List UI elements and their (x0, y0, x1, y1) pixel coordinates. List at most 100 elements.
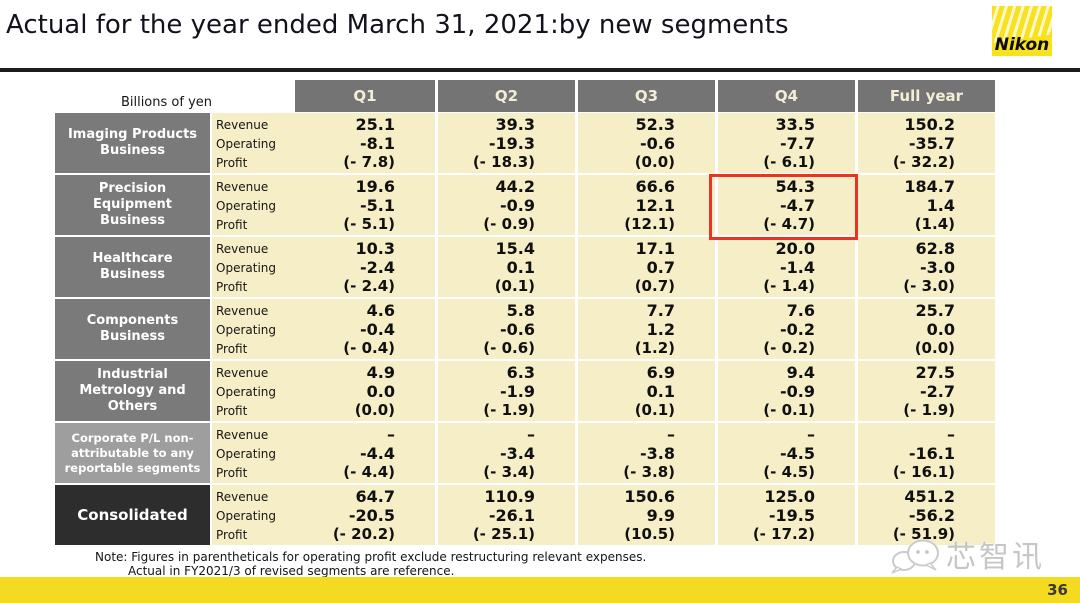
profit-label: Profit (216, 404, 248, 418)
operating-profit-value: 12.1 (635, 196, 675, 215)
operating-profit-value: -1.9 (500, 382, 535, 401)
profit-label: Profit (216, 156, 248, 170)
cell-values: 451.2 -56.2 (- 51.9) (858, 485, 995, 545)
operating-profit-value: -4.4 (360, 444, 395, 463)
operating-profit-paren-value: (- 20.2) (332, 525, 395, 543)
operating-profit-value: -7.7 (780, 134, 815, 153)
revenue-value: 25.1 (355, 115, 395, 134)
revenue-label: Revenue (216, 180, 269, 194)
operating-label: Operating (216, 199, 276, 213)
operating-profit-value: 0.1 (506, 258, 535, 277)
revenue-value: 4.9 (366, 363, 395, 382)
operating-profit-paren-value: (1.2) (634, 339, 675, 357)
footer-bar: 36 (0, 577, 1080, 603)
operating-profit-paren-value: (- 0.2) (763, 339, 815, 357)
data-cell: Revenue Operating Profit – -4.4 (- 4.4) (212, 423, 435, 483)
cell-values: 150.2 -35.7 (- 32.2) (858, 113, 995, 173)
operating-profit-paren-value: (- 25.1) (472, 525, 535, 543)
operating-profit-value: -19.5 (768, 506, 815, 525)
cell-values: 4.6 -0.4 (- 0.4) (296, 299, 435, 359)
operating-profit-value: -16.1 (908, 444, 955, 463)
operating-profit-value: -5.1 (360, 196, 395, 215)
cell-values: 17.1 0.7 (0.7) (578, 237, 715, 297)
data-cell: 125.0 -19.5 (- 17.2) (718, 485, 855, 545)
metric-labels: Revenue Operating Profit (212, 113, 296, 173)
operating-profit-paren-value: (- 1.9) (903, 401, 955, 419)
operating-profit-paren-value: (- 0.1) (763, 401, 815, 419)
data-cell: 44.2 -0.9 (- 0.9) (438, 175, 575, 235)
revenue-value: 9.4 (786, 363, 815, 382)
header-spacer (212, 80, 295, 112)
title-divider (0, 68, 1080, 72)
revenue-value: 451.2 (904, 487, 955, 506)
segments-table: Billions of yen Q1 Q2 Q3 Q4 Full year Im… (55, 80, 995, 547)
cell-values: 7.7 1.2 (1.2) (578, 299, 715, 359)
operating-profit-paren-value: (0.1) (494, 277, 535, 295)
data-cell: 451.2 -56.2 (- 51.9) (858, 485, 995, 545)
cell-values: – -3.8 (- 3.8) (578, 423, 715, 483)
operating-profit-value: 1.2 (646, 320, 675, 339)
operating-profit-paren-value: (- 1.4) (763, 277, 815, 295)
revenue-value: 25.7 (915, 301, 955, 320)
operating-profit-value: -3.0 (920, 258, 955, 277)
cell-values: 20.0 -1.4 (- 1.4) (718, 237, 855, 297)
revenue-value: 10.3 (355, 239, 395, 258)
cell-values: 15.4 0.1 (0.1) (438, 237, 575, 297)
revenue-value: 110.9 (484, 487, 535, 506)
revenue-value: 33.5 (775, 115, 815, 134)
metric-labels: Revenue Operating Profit (212, 485, 296, 545)
operating-profit-value: 1.4 (926, 196, 955, 215)
operating-profit-paren-value: (- 7.8) (343, 153, 395, 171)
revenue-value: 64.7 (355, 487, 395, 506)
revenue-value: – (807, 425, 815, 444)
column-header-q2: Q2 (438, 80, 575, 112)
operating-profit-paren-value: (- 17.2) (752, 525, 815, 543)
revenue-value: 62.8 (915, 239, 955, 258)
revenue-value: 39.3 (495, 115, 535, 134)
segment-row: Industrial Metrology and Others Revenue … (55, 361, 995, 421)
cell-values: 150.6 9.9 (10.5) (578, 485, 715, 545)
cell-values: 64.7 -20.5 (- 20.2) (296, 485, 435, 545)
data-cell: 17.1 0.7 (0.7) (578, 237, 715, 297)
data-cell: Revenue Operating Profit 25.1 -8.1 (- 7.… (212, 113, 435, 173)
data-cell: Revenue Operating Profit 4.6 -0.4 (- 0.4… (212, 299, 435, 359)
cell-values: 33.5 -7.7 (- 6.1) (718, 113, 855, 173)
data-cell: Revenue Operating Profit 19.6 -5.1 (- 5.… (212, 175, 435, 235)
operating-profit-value: -8.1 (360, 134, 395, 153)
highlight-box (709, 174, 858, 240)
operating-profit-value: 0.1 (646, 382, 675, 401)
data-cell: 62.8 -3.0 (- 3.0) (858, 237, 995, 297)
revenue-value: 7.6 (786, 301, 815, 320)
cell-values: 25.7 0.0 (0.0) (858, 299, 995, 359)
revenue-value: 7.7 (646, 301, 675, 320)
segment-label: Components Business (55, 299, 210, 359)
operating-profit-value: -2.7 (920, 382, 955, 401)
operating-profit-paren-value: (0.1) (634, 401, 675, 419)
operating-profit-paren-value: (12.1) (624, 215, 675, 233)
data-cell: 6.3 -1.9 (- 1.9) (438, 361, 575, 421)
cell-values: 6.3 -1.9 (- 1.9) (438, 361, 575, 421)
revenue-value: 15.4 (495, 239, 535, 258)
operating-profit-value: -0.6 (640, 134, 675, 153)
revenue-label: Revenue (216, 242, 269, 256)
cell-values: 6.9 0.1 (0.1) (578, 361, 715, 421)
unit-label: Billions of yen (120, 95, 212, 110)
revenue-value: 19.6 (355, 177, 395, 196)
operating-profit-paren-value: (- 0.6) (483, 339, 535, 357)
operating-profit-value: -35.7 (908, 134, 955, 153)
revenue-label: Revenue (216, 366, 269, 380)
operating-profit-value: -56.2 (908, 506, 955, 525)
operating-profit-paren-value: (- 2.4) (343, 277, 395, 295)
operating-profit-value: -3.4 (500, 444, 535, 463)
cell-values: 7.6 -0.2 (- 0.2) (718, 299, 855, 359)
segment-row: Corporate P/L non-attributable to any re… (55, 423, 995, 483)
footnote-line2: Actual in FY2021/3 of revised segments a… (128, 564, 455, 578)
data-cell: 33.5 -7.7 (- 6.1) (718, 113, 855, 173)
revenue-value: 52.3 (635, 115, 675, 134)
segment-row: Imaging Products Business Revenue Operat… (55, 113, 995, 173)
data-cell: 9.4 -0.9 (- 0.1) (718, 361, 855, 421)
profit-label: Profit (216, 466, 248, 480)
operating-profit-paren-value: (- 1.9) (483, 401, 535, 419)
table-header-row: Billions of yen Q1 Q2 Q3 Q4 Full year (55, 80, 995, 112)
cell-values: 19.6 -5.1 (- 5.1) (296, 175, 435, 235)
